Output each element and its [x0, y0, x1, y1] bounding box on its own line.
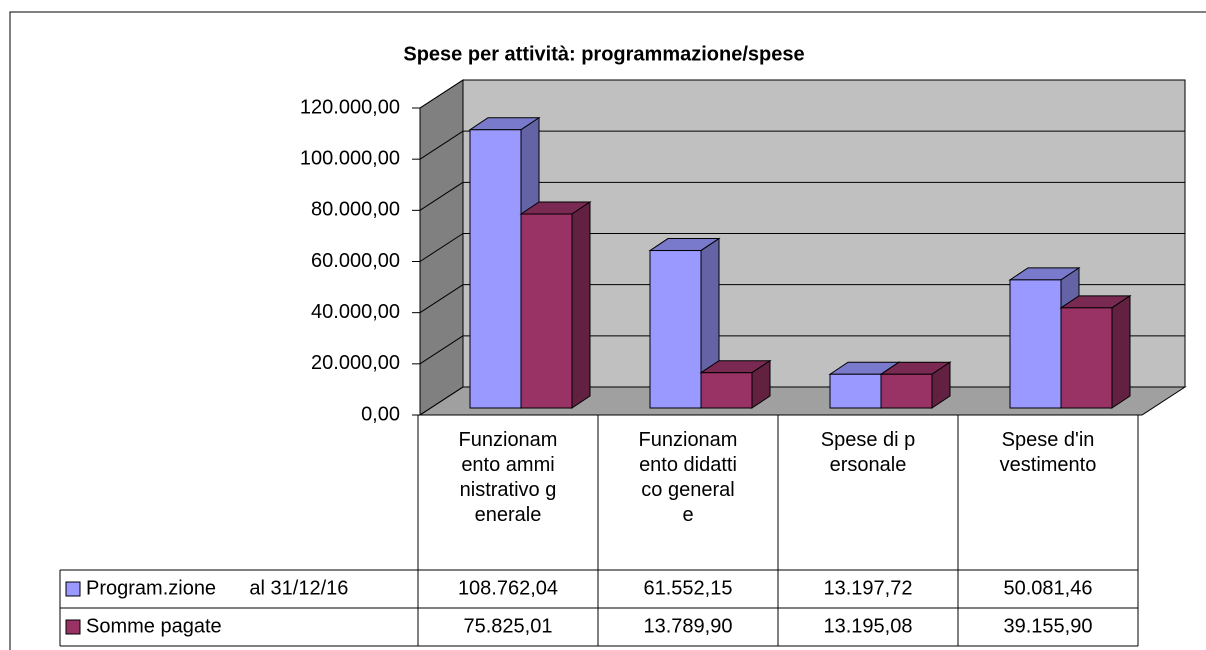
chart-border — [9, 11, 1206, 650]
x-tick-label: Funzionamento amministrativo generale — [458, 429, 558, 526]
grid-line — [419, 79, 464, 109]
y-tick-label: 20.000,00 — [311, 352, 400, 374]
y-tick-label: 0,00 — [361, 403, 400, 425]
data-label: 13.197,72 — [824, 577, 913, 599]
bar — [880, 373, 933, 409]
data-label: 39.155,90 — [1004, 615, 1093, 637]
bar — [520, 213, 573, 409]
bar — [829, 373, 882, 409]
data-label: 75.825,01 — [464, 615, 553, 637]
data-label: 61.552,15 — [644, 577, 733, 599]
legend-label: Program.zione al 31/12/16 — [86, 577, 348, 599]
data-label: 13.789,90 — [644, 615, 733, 637]
chart-title: Spese per attività: programmazione/spese — [403, 43, 804, 65]
data-label: 50.081,46 — [1004, 577, 1093, 599]
x-tick-label: Spese di personale — [820, 429, 916, 476]
bar — [649, 250, 702, 409]
y-tick-label: 60.000,00 — [311, 250, 400, 272]
x-tick-label: Funzionamento didattico generale — [638, 429, 738, 526]
bar — [469, 129, 522, 409]
x-tick-label: Spese d'investimento — [999, 429, 1097, 476]
grid-line — [419, 233, 464, 262]
grid-line — [419, 130, 464, 160]
data-label: 13.195,08 — [824, 615, 913, 637]
grid-line — [419, 284, 464, 314]
bar — [700, 372, 753, 409]
data-label: 108.762,04 — [458, 577, 558, 599]
grid-line — [419, 181, 464, 211]
y-tick-label: 100.000,00 — [300, 147, 400, 169]
bar — [1060, 307, 1113, 409]
bar-side — [1111, 294, 1131, 409]
legend-swatch — [65, 581, 81, 597]
bar-side — [571, 201, 591, 409]
legend-swatch — [65, 619, 81, 635]
y-tick-label: 80.000,00 — [311, 199, 400, 221]
grid-line — [419, 335, 464, 365]
grid-line — [419, 386, 464, 416]
y-tick-label: 40.000,00 — [311, 301, 400, 323]
y-tick-label: 120.000,00 — [300, 96, 400, 118]
bar — [1009, 279, 1062, 409]
legend-label: Somme pagate — [86, 615, 222, 637]
